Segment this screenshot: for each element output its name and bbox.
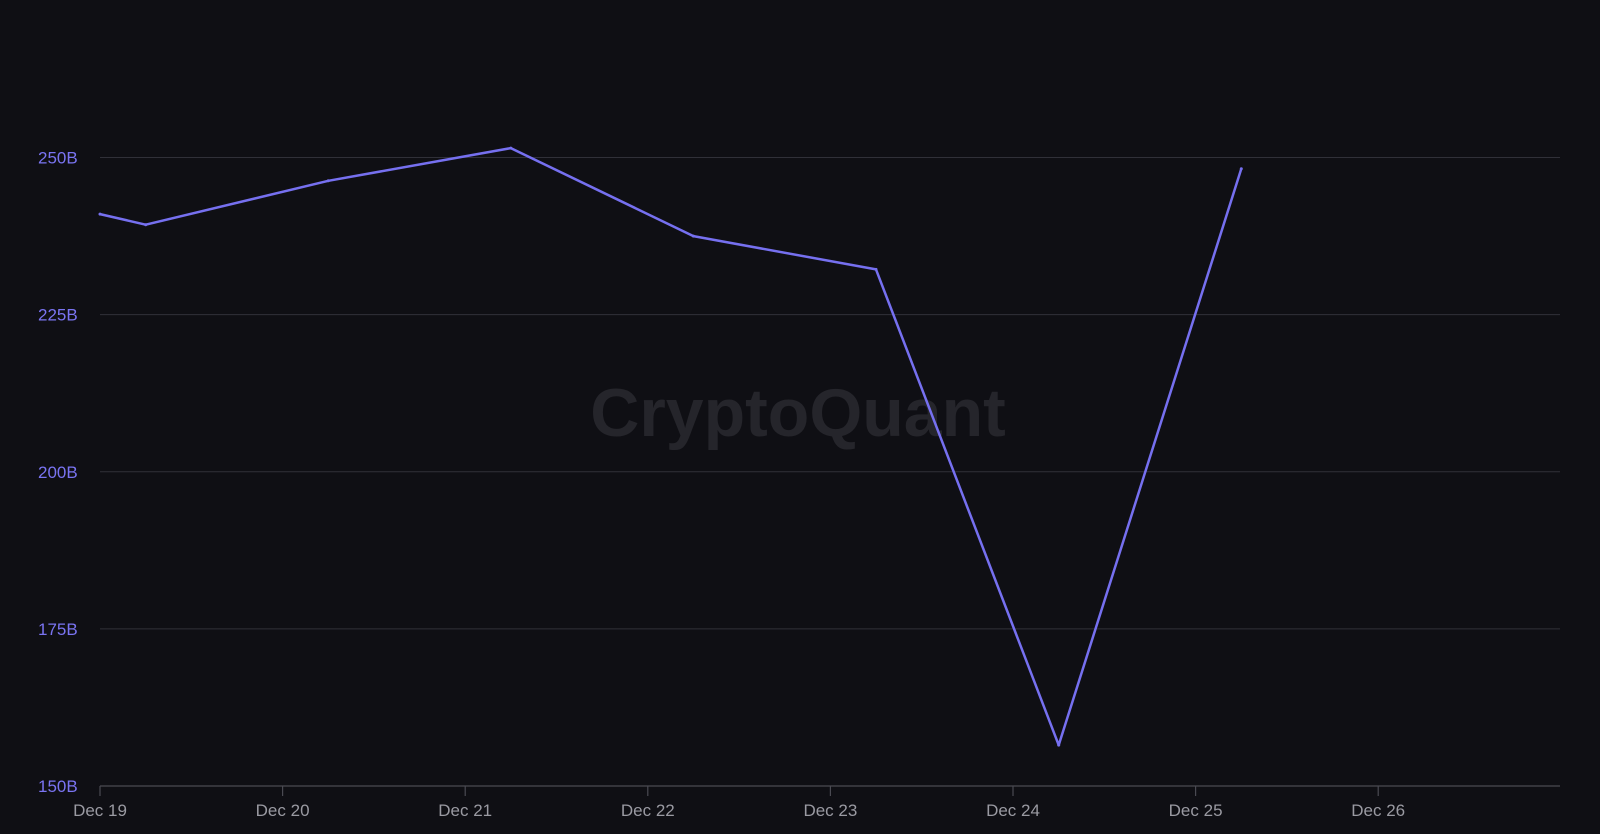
y-tick-label: 175B — [38, 620, 78, 639]
series-line — [98, 146, 1243, 747]
x-tick-label: Dec 23 — [803, 801, 857, 820]
data-point — [144, 223, 148, 227]
x-tick-label: Dec 21 — [438, 801, 492, 820]
y-tick-label: 200B — [38, 463, 78, 482]
data-point — [874, 267, 878, 271]
x-tick-label: Dec 26 — [1351, 801, 1405, 820]
data-point — [691, 234, 695, 238]
y-tick-label: 150B — [38, 777, 78, 796]
x-tick-label: Dec 24 — [986, 801, 1040, 820]
data-point — [1239, 167, 1243, 171]
data-point — [326, 179, 330, 183]
data-point — [1057, 743, 1061, 747]
x-tick-label: Dec 20 — [256, 801, 310, 820]
watermark-logo: CryptoQuant — [590, 375, 1006, 451]
x-tick-label: Dec 22 — [621, 801, 675, 820]
x-tick-label: Dec 25 — [1169, 801, 1223, 820]
y-tick-label: 225B — [38, 306, 78, 325]
data-point — [98, 212, 102, 216]
y-tick-label: 250B — [38, 149, 78, 168]
data-point — [509, 146, 513, 150]
x-tick-label: Dec 19 — [73, 801, 127, 820]
